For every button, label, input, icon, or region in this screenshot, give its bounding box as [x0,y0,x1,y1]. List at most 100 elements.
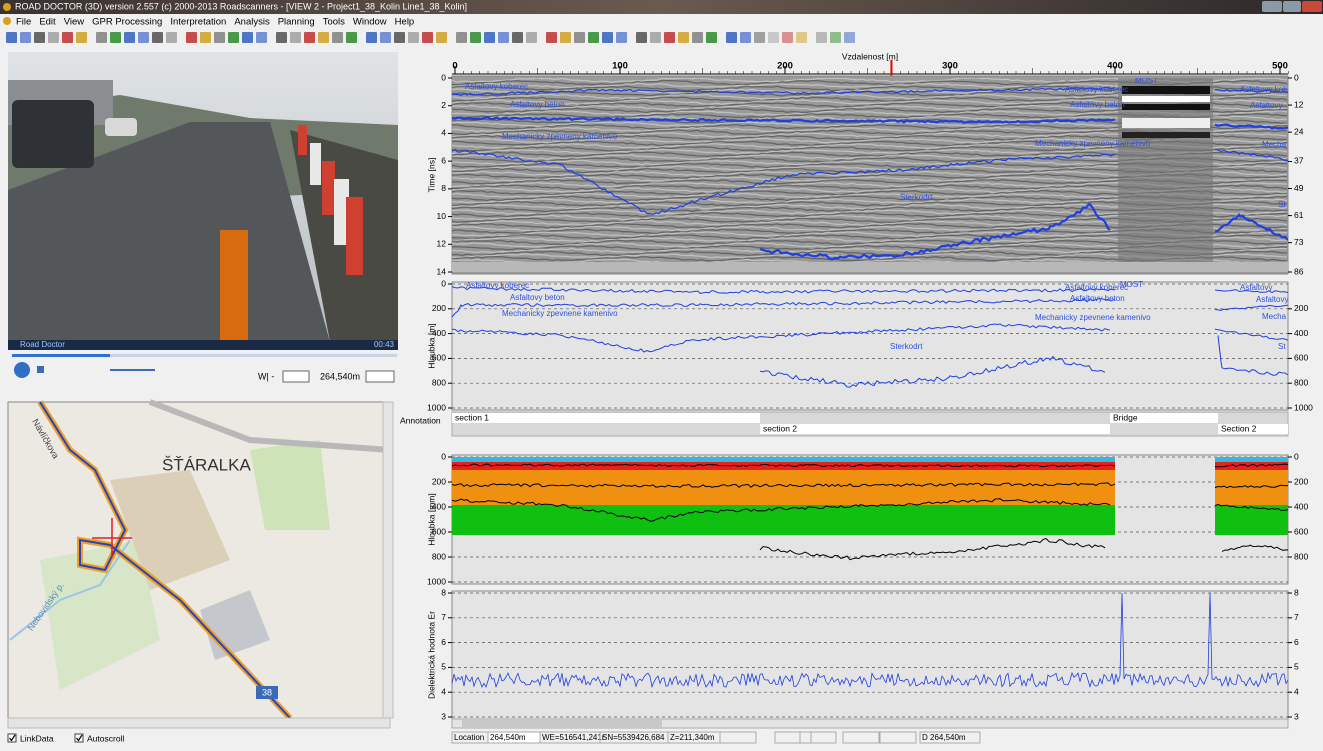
toolbar-button[interactable] [816,32,827,43]
toolbar-button[interactable] [408,32,419,43]
toolbar-button[interactable] [844,32,855,43]
toolbar-button[interactable] [6,32,17,43]
dielectric-trace [451,592,1289,689]
toolbar-button[interactable] [546,32,557,43]
chart-hscroll[interactable] [451,718,1289,729]
toolbar-button[interactable] [754,32,765,43]
toolbar-button[interactable] [796,32,807,43]
toolbar-button[interactable] [96,32,107,43]
toolbar-button[interactable] [470,32,481,43]
toolbar-button[interactable] [214,32,225,43]
option-checkbox[interactable] [7,733,17,743]
toolbar-button[interactable] [76,32,87,43]
jump-buttons[interactable] [365,370,395,383]
toolbar-button[interactable] [678,32,689,43]
toolbar-button[interactable] [20,32,31,43]
toolbar-button[interactable] [124,32,135,43]
toolbar-button[interactable] [166,32,177,43]
menu-item[interactable]: Tools [323,17,345,28]
toolbar-button[interactable] [602,32,613,43]
chart-hscroll-thumb[interactable] [462,720,662,727]
video-truck [12,100,94,168]
toolbar-button[interactable] [484,32,495,43]
toolbar-button[interactable] [616,32,627,43]
toolbar-button[interactable] [740,32,751,43]
toolbar-button[interactable] [726,32,737,43]
toolbar-button[interactable] [456,32,467,43]
menu-item[interactable]: Interpretation [170,17,226,28]
menu-item[interactable]: Help [395,17,415,28]
toolbar-button[interactable] [34,32,45,43]
toolbar-button[interactable] [318,32,329,43]
map-vscroll[interactable] [382,401,394,719]
toolbar-button[interactable] [560,32,571,43]
menu-item[interactable]: Edit [39,17,56,28]
toolbar-button[interactable] [422,32,433,43]
layer-label: MOST [1120,280,1143,289]
toolbar-button[interactable] [290,32,301,43]
maximize-button[interactable] [1283,1,1301,12]
toolbar-button[interactable] [768,32,779,43]
annotation-section[interactable] [760,424,1110,434]
map-road-shield [256,686,278,699]
toolbar-button[interactable] [498,32,509,43]
toolbar-button[interactable] [380,32,391,43]
menu-item[interactable]: Window [353,17,387,28]
toolbar-button[interactable] [526,32,537,43]
toolbar-button[interactable] [138,32,149,43]
toolbar-button[interactable] [436,32,447,43]
toolbar-button[interactable] [782,32,793,43]
option-checkbox[interactable] [74,733,84,743]
bridge-band [1122,86,1210,94]
toolbar-button[interactable] [276,32,287,43]
toolbar-button[interactable] [512,32,523,43]
close-button[interactable] [1302,1,1322,12]
toolbar-button[interactable] [650,32,661,43]
toolbar-button[interactable] [636,32,647,43]
menu-item[interactable]: Planning [278,17,315,28]
stop-button[interactable] [37,366,44,373]
toolbar-button[interactable] [256,32,267,43]
annotation-section-label: Section 2 [1221,423,1257,433]
toolbar-button[interactable] [692,32,703,43]
right-tick-label: 0 [1294,72,1299,82]
toolbar-button[interactable] [664,32,675,43]
toolbar-button[interactable] [152,32,163,43]
step-buttons[interactable] [282,370,310,383]
toolbar-button[interactable] [200,32,211,43]
toolbar-button[interactable] [588,32,599,43]
annotation-section[interactable] [452,413,760,423]
toolbar-button[interactable] [332,32,343,43]
left-tick-label: 200 [432,476,446,486]
menu-item[interactable]: Analysis [234,17,270,28]
toolbar-button[interactable] [48,32,59,43]
panel-background [451,590,1289,720]
toolbar-button[interactable] [186,32,197,43]
toolbar-button[interactable] [830,32,841,43]
structure-band [452,457,1115,462]
toolbar-button[interactable] [228,32,239,43]
toolbar-button[interactable] [706,32,717,43]
toolbar-button[interactable] [110,32,121,43]
right-tick-label: 800 [1294,551,1308,561]
toolbar-button[interactable] [242,32,253,43]
distance-tick-label: 500 [1272,61,1288,72]
toolbar-button[interactable] [366,32,377,43]
minimize-button[interactable] [1262,1,1282,12]
play-button[interactable] [14,362,30,378]
volume-slider[interactable] [110,369,155,371]
interpreted-layer [1217,335,1289,376]
toolbar-button[interactable] [62,32,73,43]
annotation-section[interactable] [1218,424,1288,434]
toolbar-button[interactable] [304,32,315,43]
video-seek-bar[interactable] [12,354,397,357]
toolbar-button[interactable] [346,32,357,43]
map-hscroll[interactable] [7,717,391,729]
video-barrier [322,161,335,215]
toolbar-button[interactable] [574,32,585,43]
menu-item[interactable]: File [16,17,31,28]
menu-item[interactable]: GPR Processing [92,17,162,28]
toolbar-button[interactable] [394,32,405,43]
annotation-section[interactable] [1110,413,1218,423]
menu-item[interactable]: View [64,17,85,28]
